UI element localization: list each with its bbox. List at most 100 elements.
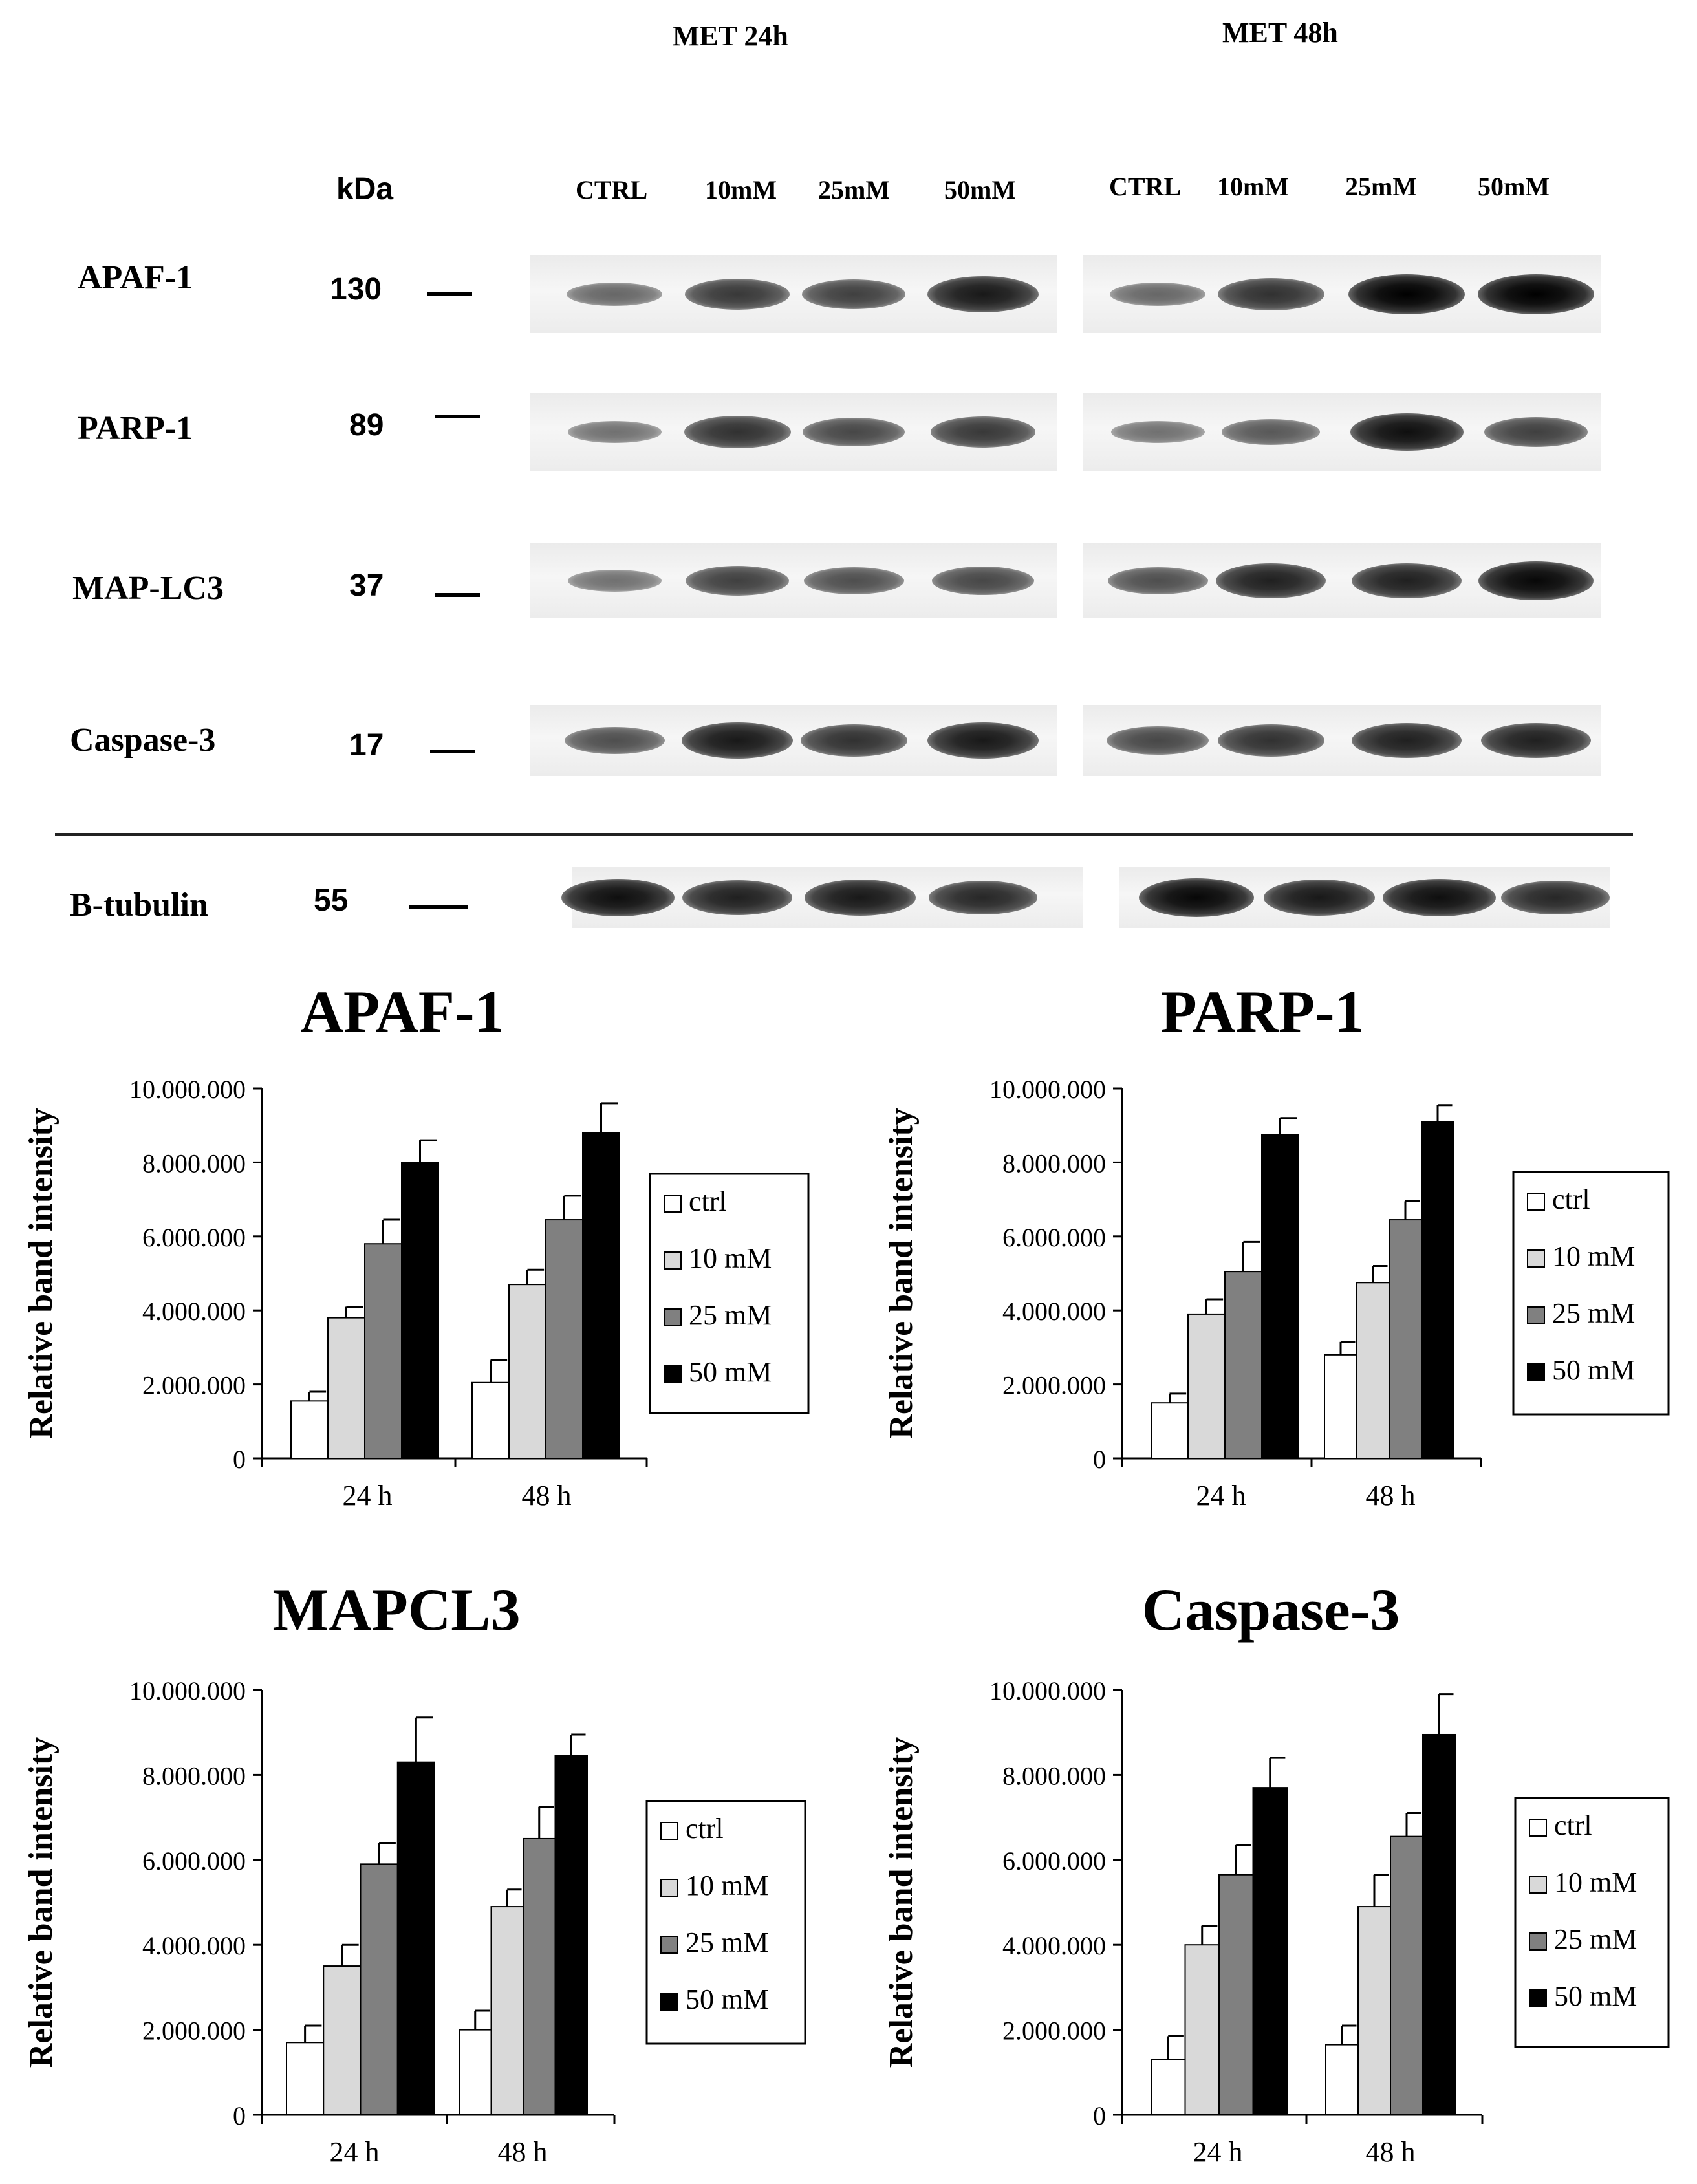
bar-ctrl-48h	[1324, 1354, 1357, 1460]
bar-ctrl-48h	[459, 2029, 492, 2116]
legend-swatch	[664, 1251, 682, 1270]
marker-dash-caspase3	[430, 750, 475, 753]
blot-strip-maplc3-48h	[1083, 543, 1601, 618]
kda-header: kDa	[336, 172, 394, 206]
bar-25mm-24h	[364, 1243, 402, 1459]
legend-swatch	[1527, 1363, 1545, 1381]
legend-label: 25 mM	[1552, 1297, 1635, 1329]
y-tick-label: 4.000.000	[142, 1931, 246, 1960]
y-tick-label: 0	[233, 1445, 246, 1474]
kda-value-btubulin: 55	[314, 883, 349, 918]
bar-ctrl-24h	[1151, 1402, 1189, 1459]
blot-band-parp1-24h-lane-3	[803, 418, 905, 446]
x-tick-label: 48 h	[1366, 2136, 1416, 2168]
y-tick-label: 10.000.000	[129, 1075, 246, 1104]
y-tick-label: 8.000.000	[1002, 1149, 1106, 1178]
blot-band-caspase3-24h-lane-3	[800, 724, 907, 757]
marker-dash-maplc3	[435, 593, 480, 597]
y-tick-label: 8.000.000	[142, 1149, 246, 1178]
y-axis-title: Relative band intensity	[23, 1737, 59, 2068]
x-tick-label: 24 h	[330, 2136, 380, 2168]
blot-band-maplc3-48h-lane-2	[1216, 563, 1326, 598]
legend-label: ctrl	[689, 1185, 727, 1217]
blot-band-caspase3-24h-lane-4	[927, 722, 1039, 759]
lane-label-24h-ctrl: CTRL	[576, 175, 648, 204]
y-tick-label: 2.000.000	[1002, 2016, 1106, 2046]
chart-4: Caspase-3 Relative band intensity 0 2.000.0…	[883, 1577, 1670, 2168]
bar-ctrl-48h	[471, 1381, 510, 1459]
blot-band-btubulin-48h-lane-4	[1501, 880, 1610, 914]
lane-label-48h-25mm: 25mM	[1345, 172, 1418, 201]
legend-swatch	[1529, 1932, 1547, 1951]
blot-band-parp1-24h-lane-2	[684, 416, 791, 448]
blot-band-maplc3-24h-lane-1	[567, 569, 662, 592]
legend-swatch	[664, 1308, 682, 1326]
bar-10mm-48h	[508, 1284, 546, 1460]
blot-strip-btubulin-48h	[1119, 867, 1610, 928]
lane-label-48h-ctrl: CTRL	[1109, 172, 1182, 201]
chart-1: APAF-1 Relative band intensity 0 2.000.000 4…	[23, 978, 810, 1511]
bar-10mm-24h	[323, 1965, 362, 2116]
chart-title: PARP-1	[1160, 978, 1364, 1044]
legend-swatch	[660, 1822, 678, 1840]
y-tick-label: 2.000.000	[142, 1371, 246, 1400]
group-title-24h: MET 24h	[673, 20, 788, 52]
chart-title: Caspase-3	[1142, 1577, 1400, 1643]
legend-label: 50 mM	[686, 1984, 768, 2015]
legend-swatch	[664, 1365, 682, 1383]
legend-label: ctrl	[1554, 1810, 1592, 1841]
bar-10mm-48h	[490, 1906, 524, 2116]
legend-label: 50 mM	[1554, 1980, 1637, 2012]
y-axis-title: Relative band intensity	[883, 1108, 920, 1438]
bar-ctrl-24h	[286, 2042, 325, 2116]
bar-50mm-24h	[396, 1761, 435, 2115]
bar-10mm-48h	[1356, 1282, 1390, 1460]
bar-ctrl-24h	[290, 1400, 329, 1460]
legend-swatch	[660, 1993, 678, 2011]
marker-dash-parp1	[435, 415, 480, 418]
y-tick-label: 8.000.000	[142, 1761, 246, 1790]
blot-band-apaf1-24h-lane-1	[567, 283, 662, 306]
blot-band-btubulin-24h-lane-1	[561, 878, 675, 916]
legend-swatch	[660, 1936, 678, 1954]
blot-band-caspase3-48h-lane-3	[1352, 723, 1462, 758]
bar-25mm-24h	[1218, 1874, 1254, 2115]
x-tick-label: 24 h	[1196, 1480, 1246, 1511]
protein-label-caspase3: Caspase-3	[70, 722, 216, 759]
y-tick-label: 6.000.000	[142, 1846, 246, 1876]
legend-swatch	[1527, 1306, 1545, 1324]
y-tick-label: 4.000.000	[1002, 1297, 1106, 1326]
legend-swatch	[1529, 1989, 1547, 2007]
legend-label: 25 mM	[1554, 1923, 1637, 1955]
blot-band-caspase3-24h-lane-1	[564, 727, 665, 754]
lane-label-24h-25mm: 25mM	[818, 175, 891, 204]
kda-value-apaf1: 130	[330, 272, 382, 307]
legend-label: 50 mM	[1552, 1354, 1635, 1386]
kda-value-parp1: 89	[349, 408, 384, 442]
y-axis-title: Relative band intensity	[883, 1737, 920, 2068]
y-tick-label: 0	[233, 2101, 246, 2130]
blot-band-btubulin-24h-lane-3	[804, 879, 916, 916]
bar-50mm-48h	[1422, 1733, 1456, 2116]
bar-50mm-48h	[554, 1755, 588, 2115]
blot-strip-caspase3-48h	[1083, 705, 1601, 776]
blot-strip-parp1-48h	[1083, 393, 1601, 471]
y-tick-label: 8.000.000	[1002, 1761, 1106, 1790]
legend-label: 10 mM	[1552, 1240, 1635, 1272]
y-tick-label: 4.000.000	[1002, 1931, 1106, 1960]
legend-label: 25 mM	[689, 1299, 772, 1331]
blot-band-maplc3-48h-lane-4	[1478, 561, 1594, 600]
x-tick-label: 48 h	[498, 2136, 548, 2168]
y-axis-title: Relative band intensity	[23, 1108, 59, 1438]
legend-label: ctrl	[686, 1813, 724, 1844]
blot-band-parp1-48h-lane-3	[1350, 413, 1464, 451]
bar-10mm-24h	[1187, 1313, 1226, 1460]
blot-band-apaf1-48h-lane-3	[1348, 274, 1465, 314]
y-tick-label: 10.000.000	[989, 1676, 1106, 1705]
blot-band-parp1-24h-lane-1	[567, 421, 662, 443]
legend-box	[1512, 1171, 1670, 1416]
marker-dash-apaf1	[427, 292, 472, 296]
blot-band-maplc3-48h-lane-1	[1107, 567, 1208, 594]
bar-25mm-24h	[1224, 1271, 1262, 1459]
legend-label: ctrl	[1552, 1184, 1590, 1215]
